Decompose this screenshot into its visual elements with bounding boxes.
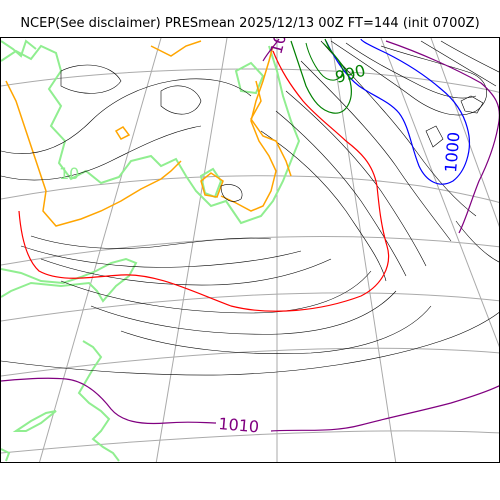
meridian-line	[39, 38, 162, 462]
meridian-line	[330, 38, 397, 462]
isobar	[460, 95, 484, 114]
meridian-line	[380, 38, 499, 348]
ice-edge-line	[200, 172, 224, 198]
isobar	[300, 60, 452, 242]
isobar	[1, 312, 499, 376]
isobar	[220, 184, 243, 202]
ice-edge-line	[150, 40, 202, 57]
coastline-islands-south	[77, 340, 120, 462]
latitude-line	[1, 292, 499, 322]
meridian-line	[155, 38, 228, 462]
latitude-line	[1, 68, 499, 93]
isobar	[20, 245, 302, 268]
isobar	[60, 270, 372, 314]
graticule	[1, 38, 499, 462]
coastline-islands-south	[12, 410, 57, 432]
isobar-990-inner	[305, 42, 344, 81]
coastline-iceland	[1, 257, 138, 303]
isobar	[160, 85, 202, 115]
latitude-line	[1, 347, 499, 377]
isobar	[30, 235, 272, 249]
contour-label-10-top: 10	[267, 38, 291, 56]
ice-edge	[5, 40, 277, 227]
isobar-990	[290, 38, 352, 114]
isobar-1010-east	[385, 40, 499, 234]
isobar-1000	[325, 38, 471, 185]
contour-label-990: 990	[333, 61, 367, 87]
isobar	[120, 305, 432, 354]
isobar	[285, 90, 427, 267]
isobar	[440, 40, 499, 73]
isobar	[330, 40, 487, 116]
isobar-1010-north	[262, 38, 280, 62]
isobar	[40, 258, 332, 286]
map-title: NCEP(See disclaimer) PRESmean 2025/12/13…	[20, 16, 480, 31]
contour-label-1010: 1010	[218, 414, 260, 436]
isobar	[275, 110, 407, 277]
isobar-1010	[1, 377, 499, 432]
coastline-island	[234, 61, 265, 95]
isobar	[1, 78, 252, 154]
latitude-line	[1, 236, 499, 266]
ice-edge-line	[114, 126, 131, 140]
isobar	[60, 64, 122, 94]
ice-edge-north	[250, 80, 292, 177]
meridian-line	[430, 38, 499, 227]
map-panel: 990 1000 1010 10 10	[0, 37, 500, 463]
isobar	[90, 290, 397, 335]
isobars-thin	[1, 40, 499, 376]
contour-label-10-left: 10	[59, 164, 79, 183]
map-canvas: 990 1000 1010 10 10	[1, 38, 499, 462]
isobar	[1, 125, 202, 181]
isobar-red	[18, 50, 390, 312]
ice-edge-line	[220, 45, 277, 212]
isobar	[420, 40, 497, 87]
coastline-northwest	[1, 39, 37, 58]
isobar	[425, 125, 444, 148]
isobar	[260, 130, 387, 282]
contour-label-1000: 1000	[441, 131, 463, 173]
isobar	[345, 42, 477, 99]
coastline-islands-south	[1, 448, 11, 462]
coastlines	[1, 39, 301, 462]
isobar	[455, 220, 499, 263]
latitude-line	[1, 430, 499, 454]
ice-edge-line	[5, 80, 182, 227]
